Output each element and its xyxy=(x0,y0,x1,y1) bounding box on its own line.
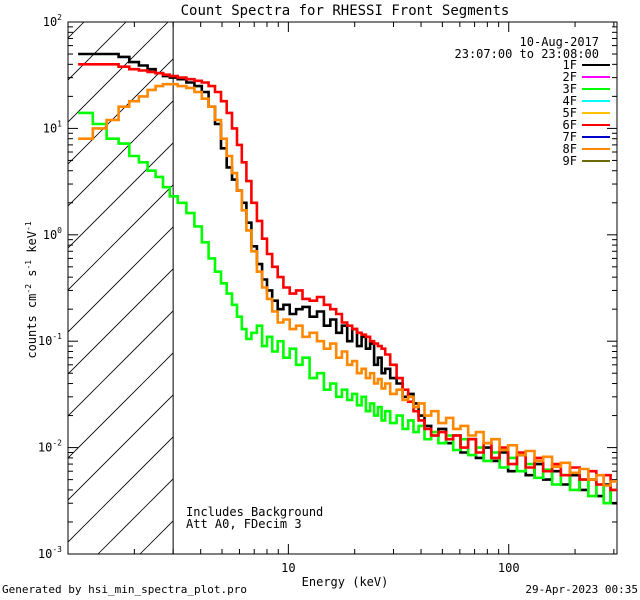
annotation-attenuator: Att A0, FDecim 3 xyxy=(186,517,302,531)
hatch-line xyxy=(602,0,640,554)
legend-label-4F: 4F xyxy=(563,94,577,108)
series-layer xyxy=(78,52,617,505)
hatch-line xyxy=(434,0,640,554)
hatch-line xyxy=(68,394,174,501)
series-line-1F xyxy=(78,52,617,505)
legend-label-9F: 9F xyxy=(563,154,577,168)
legend-label-1F: 1F xyxy=(563,58,577,72)
hatch-line xyxy=(68,352,174,459)
legend: 1F 2F 3F 4F 5F 6F 7F 8F 9F xyxy=(563,58,610,168)
legend-label-3F: 3F xyxy=(563,82,577,96)
x-tick-label-10: 10 xyxy=(281,561,295,575)
y-tick-label-1e0: 100 xyxy=(43,226,62,242)
axis-ticks xyxy=(67,21,617,555)
time-range-label: 23:07:00 to 23:08:00 xyxy=(455,47,600,61)
hatch-line xyxy=(68,22,169,123)
hatch-line xyxy=(68,142,174,249)
hatch-line xyxy=(68,268,174,375)
legend-label-6F: 6F xyxy=(563,118,577,132)
hatch-line xyxy=(68,184,174,291)
footer-timestamp: 29-Apr-2023 00:35 xyxy=(525,583,638,596)
y-tick-label-1e1: 101 xyxy=(43,119,62,135)
hatch-line xyxy=(68,436,174,543)
hatch-line xyxy=(68,226,174,333)
footer-generated-by: Generated by hsi_min_spectra_plot.pro xyxy=(2,583,248,596)
y-axis-label: counts cm-2 s-1 keV-1 xyxy=(24,221,39,358)
x-tick-labels: 10 100 xyxy=(281,561,519,575)
hatch-line xyxy=(224,0,640,554)
legend-label-2F: 2F xyxy=(563,70,577,84)
series-line-8F xyxy=(78,82,617,487)
x-tick-label-100: 100 xyxy=(498,561,520,575)
chart-title: Count Spectra for RHESSI Front Segments xyxy=(181,3,510,19)
annotation-background: Includes Background xyxy=(186,505,323,519)
hatch-line xyxy=(0,0,110,554)
y-tick-label-1e-1: 10-1 xyxy=(38,332,62,348)
y-tick-label-1e-2: 10-2 xyxy=(38,439,62,455)
legend-label-5F: 5F xyxy=(563,106,577,120)
y-tick-label-1e-3: 10-3 xyxy=(38,545,62,561)
y-tick-label-1e2: 102 xyxy=(43,13,62,29)
legend-label-7F: 7F xyxy=(563,130,577,144)
hatch-line xyxy=(68,310,174,417)
hatch-line xyxy=(68,22,85,39)
series-line-3F xyxy=(78,111,617,505)
series-line-6F xyxy=(78,63,617,492)
hatch-line xyxy=(266,0,640,554)
hatch-line xyxy=(68,100,174,207)
y-tick-labels: 10-3 10-2 10-1 100 101 102 xyxy=(38,13,62,561)
plot-frame xyxy=(67,21,618,555)
legend-label-8F: 8F xyxy=(563,142,577,156)
date-label: 10-Aug-2017 xyxy=(520,35,599,49)
x-axis-label: Energy (keV) xyxy=(302,575,389,589)
